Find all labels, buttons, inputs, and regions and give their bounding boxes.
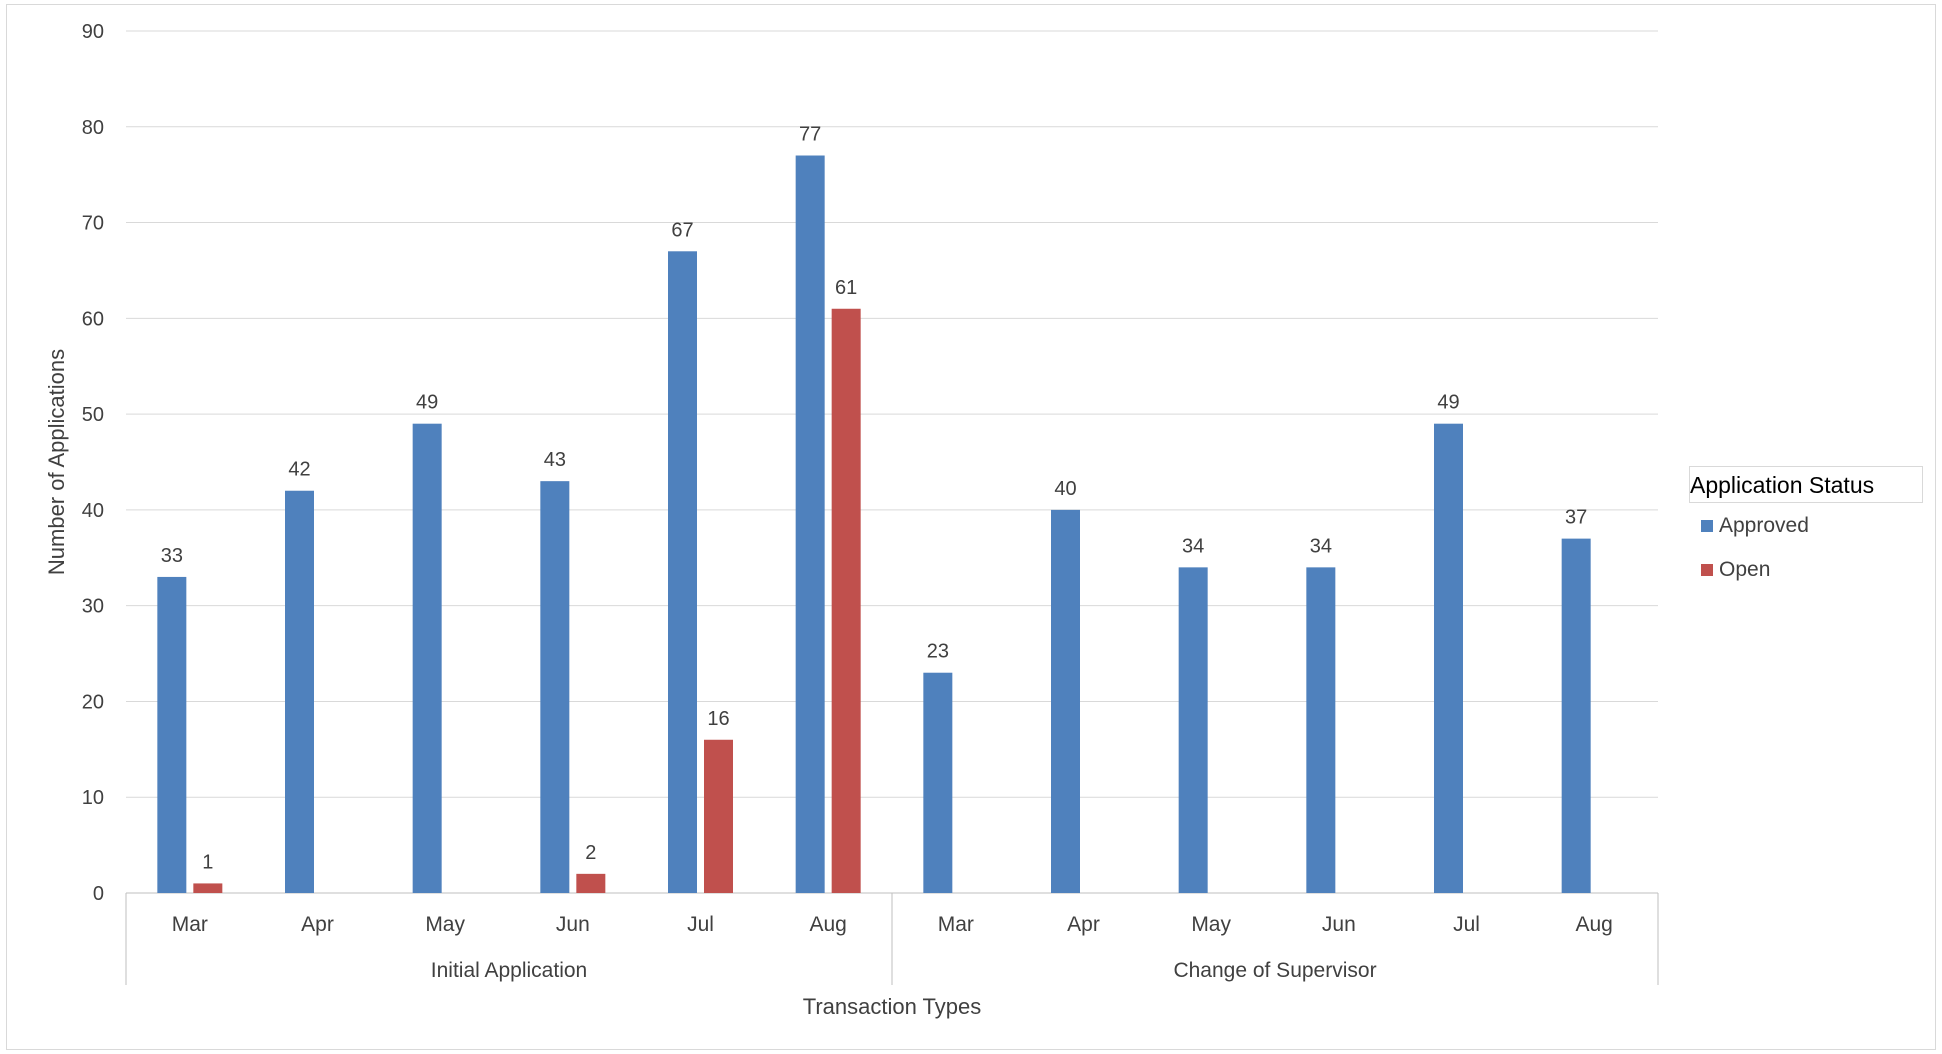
bar-open — [831, 308, 861, 893]
bar-approved — [412, 423, 442, 893]
x-tick-label: Jul — [1453, 913, 1480, 936]
x-tick-label: May — [1191, 913, 1231, 936]
data-label: 77 — [799, 124, 821, 146]
data-label: 33 — [161, 545, 183, 567]
bar-approved — [540, 481, 570, 893]
bar-approved — [285, 490, 314, 893]
legend-item-approved: Approved — [1701, 514, 1809, 538]
data-label: 40 — [1054, 478, 1076, 500]
bar-approved — [1178, 567, 1208, 893]
bar-approved — [1561, 538, 1591, 893]
y-tick-label: 30 — [82, 596, 104, 618]
data-label: 16 — [707, 708, 729, 730]
x-tick-label: Mar — [938, 913, 974, 936]
y-tick-label: 60 — [82, 308, 104, 330]
data-label: 49 — [416, 392, 438, 414]
data-label: 1 — [202, 851, 213, 873]
data-label: 42 — [288, 459, 310, 481]
x-tick-label: Jul — [687, 913, 714, 936]
bar-approved — [1306, 567, 1336, 893]
x-tick-label: Jun — [556, 913, 590, 936]
data-label: 67 — [671, 219, 693, 241]
x-tick-label: Apr — [301, 913, 334, 936]
bar-approved — [795, 155, 825, 893]
legend-swatch-approved — [1701, 520, 1713, 532]
bar-approved — [1051, 509, 1080, 893]
legend-label-open: Open — [1719, 558, 1771, 581]
y-axis-title: Number of Applications — [44, 349, 69, 575]
bar-approved — [1434, 423, 1463, 893]
bar-approved — [668, 251, 697, 894]
data-label: 34 — [1310, 535, 1332, 557]
y-tick-label: 0 — [93, 883, 104, 905]
legend-swatch-open — [1701, 564, 1713, 576]
data-label: 34 — [1182, 535, 1204, 557]
legend-title: Application Status — [1690, 472, 1875, 498]
legend-title-box — [1689, 466, 1923, 503]
x-axis-title: Transaction Types — [803, 994, 982, 1019]
chart-frame — [6, 4, 1936, 1050]
bar-approved — [923, 672, 953, 893]
x-tick-label: Aug — [809, 913, 846, 936]
data-label: 37 — [1565, 507, 1587, 529]
x-tick-label: Jun — [1322, 913, 1356, 936]
y-tick-label: 80 — [82, 117, 104, 139]
data-label: 43 — [544, 449, 566, 471]
y-tick-label: 90 — [82, 21, 104, 43]
x-tick-label: May — [425, 913, 465, 936]
legend-item-open: Open — [1701, 558, 1770, 582]
data-label: 2 — [585, 842, 596, 864]
y-tick-label: 40 — [82, 500, 104, 522]
y-tick-label: 50 — [82, 404, 104, 426]
legend-label-approved: Approved — [1719, 514, 1809, 537]
y-tick-label: 10 — [82, 787, 104, 809]
bar-open — [704, 739, 733, 893]
bar-open — [576, 873, 606, 893]
y-tick-label: 70 — [82, 213, 104, 235]
data-label: 61 — [835, 277, 857, 299]
group-label: Change of Supervisor — [1173, 959, 1376, 982]
bar-open — [193, 883, 223, 893]
x-tick-label: Mar — [172, 913, 208, 936]
bar-approved — [157, 576, 187, 893]
data-label: 23 — [927, 641, 949, 663]
y-tick-label: 20 — [82, 691, 104, 713]
data-label: 49 — [1437, 392, 1459, 414]
x-tick-label: Aug — [1575, 913, 1612, 936]
group-label: Initial Application — [431, 959, 587, 982]
x-tick-label: Apr — [1067, 913, 1100, 936]
